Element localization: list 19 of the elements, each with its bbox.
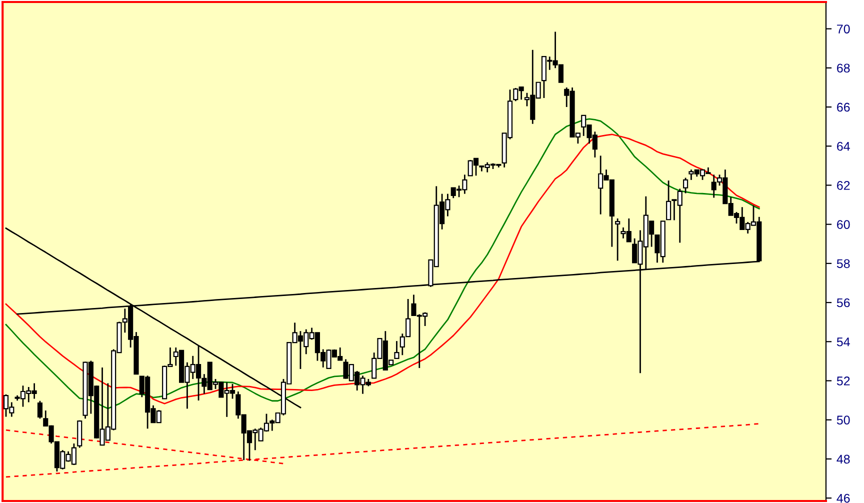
y-tick-label: 62 bbox=[837, 181, 850, 190]
candlestick bbox=[666, 180, 672, 220]
y-tick-label: 60 bbox=[837, 220, 850, 229]
y-tick-label: 46 bbox=[836, 494, 850, 503]
y-tick-label: 50 bbox=[836, 416, 850, 424]
y-tick-label: 66 bbox=[837, 102, 850, 112]
line-series bbox=[5, 423, 760, 478]
y-tick-label: 52 bbox=[836, 376, 850, 386]
y-tick-label: 54 bbox=[836, 338, 850, 346]
y-tick-label: 48 bbox=[836, 454, 850, 464]
candlestick bbox=[615, 218, 620, 262]
candlestick bbox=[394, 340, 400, 360]
candlestick bbox=[37, 400, 43, 420]
y-tick-label: 64 bbox=[837, 142, 850, 151]
y-tick-label: 68 bbox=[837, 64, 850, 73]
candlestick bbox=[683, 177, 688, 194]
y-tick-label: 58 bbox=[836, 259, 850, 268]
y-tick-label: 56 bbox=[836, 298, 850, 308]
y-tick-label: 70 bbox=[837, 24, 850, 34]
